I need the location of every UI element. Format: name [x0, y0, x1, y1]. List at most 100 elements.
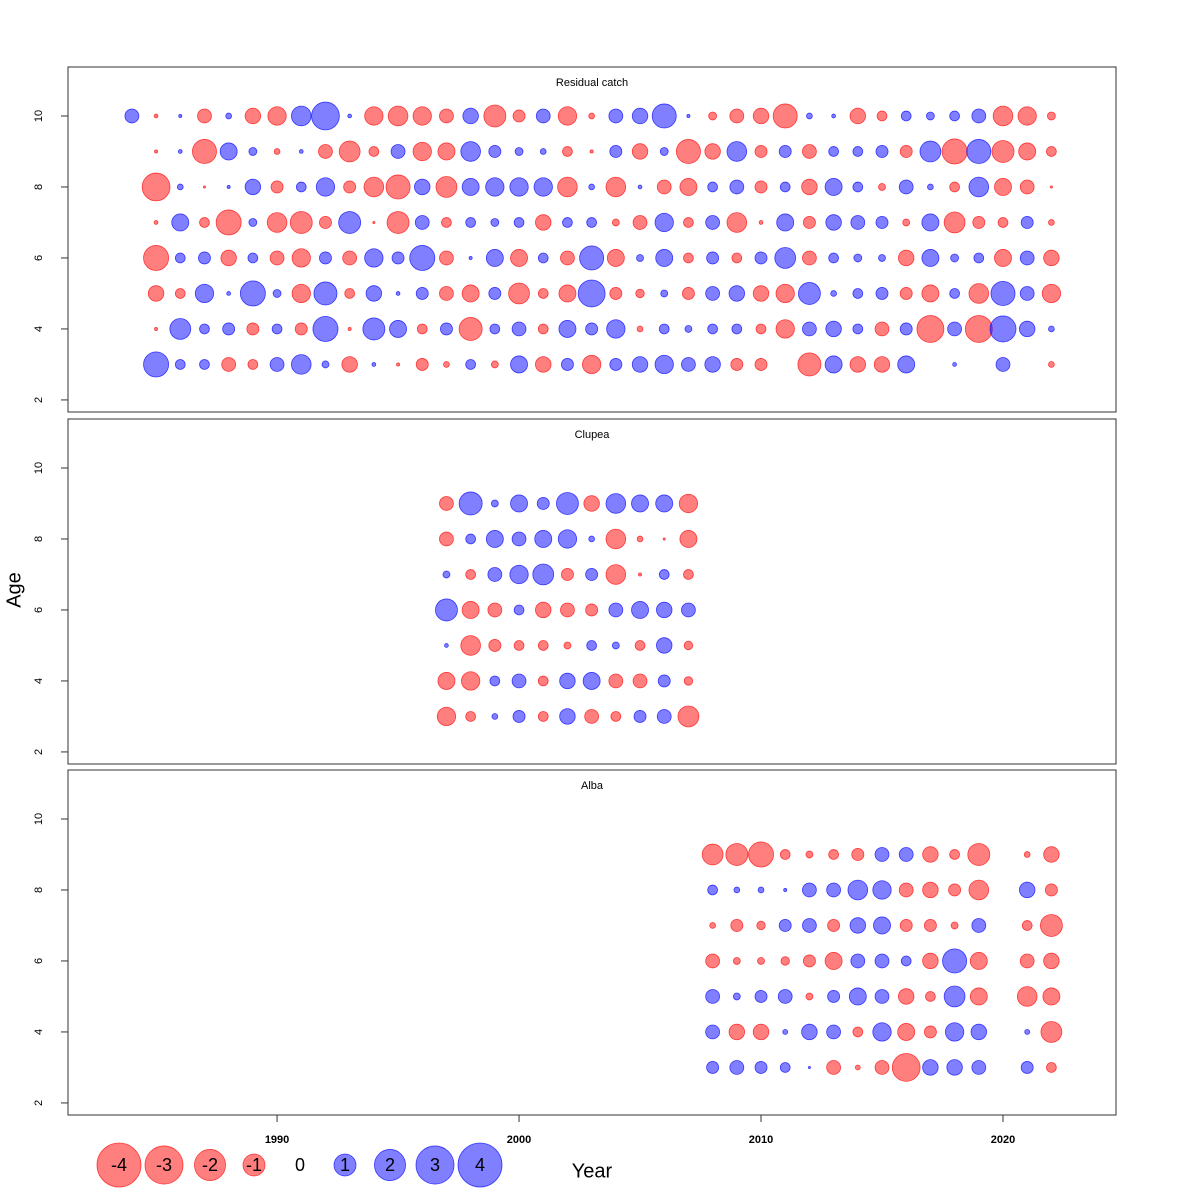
bubble [488, 145, 502, 158]
bubble [368, 146, 380, 157]
bubble [728, 1023, 746, 1041]
bubble [537, 323, 549, 335]
bubble [222, 322, 236, 336]
y-tick-label: 2 [33, 1100, 45, 1106]
bubble [364, 106, 384, 126]
bubble [511, 673, 527, 689]
bubble [827, 919, 841, 932]
bubble [944, 1022, 965, 1042]
bubble [925, 991, 936, 1002]
legend-bubble [194, 1149, 226, 1181]
bubble [802, 918, 817, 933]
bubble [490, 499, 499, 508]
bubble [902, 218, 911, 227]
bubble [705, 1024, 720, 1040]
bubble [775, 283, 795, 304]
bubble [634, 640, 646, 651]
bubble [922, 846, 939, 863]
bubble [511, 531, 527, 547]
bubble [435, 598, 458, 622]
bubble [391, 251, 405, 265]
bubble [606, 319, 626, 339]
bubble [579, 245, 605, 271]
bubble [226, 185, 231, 189]
bubble [1041, 283, 1061, 304]
legend-label: 1 [340, 1155, 350, 1175]
bubble [585, 603, 599, 617]
bubble [921, 213, 940, 232]
panel-frame [67, 418, 1117, 765]
y-axis-label: Age [3, 572, 25, 608]
bubble [1019, 953, 1035, 969]
bubble [583, 495, 600, 512]
bubble [385, 174, 411, 200]
bubble [510, 494, 528, 513]
bubble [435, 176, 458, 198]
bubble [154, 149, 159, 154]
bubble [605, 564, 627, 585]
y-tick-label: 8 [33, 184, 45, 190]
y-tick-label: 10 [33, 462, 45, 474]
y-tick-label: 8 [33, 536, 45, 542]
bubble [536, 497, 550, 510]
bubble [537, 288, 549, 299]
bubble [1016, 986, 1038, 1007]
bubble [754, 990, 768, 1003]
y-tick-label: 10 [33, 813, 45, 825]
bubble [315, 177, 336, 197]
bubble [677, 705, 700, 728]
bubble [852, 146, 864, 157]
bubble [154, 326, 159, 331]
bubble [921, 249, 940, 267]
bubble [967, 843, 991, 866]
bubble [898, 847, 914, 862]
x-tick-label: 1990 [265, 1134, 289, 1146]
bubble [416, 323, 428, 335]
bubble [970, 1023, 987, 1041]
bubble [686, 114, 691, 118]
bubble [849, 356, 866, 373]
y-tick-label: 4 [33, 678, 45, 684]
bubble [854, 1064, 861, 1071]
bubble [437, 142, 456, 161]
bubble [342, 250, 358, 266]
bubble [176, 183, 184, 191]
bubble [439, 108, 454, 124]
bubble [563, 641, 572, 650]
bubble [636, 325, 644, 333]
bubble [852, 323, 864, 335]
bubble [850, 215, 866, 230]
bubble [439, 496, 454, 511]
bubble [338, 211, 362, 234]
bubble [363, 176, 385, 198]
bubble [588, 535, 595, 543]
bubble [662, 537, 666, 541]
bubble [948, 883, 962, 897]
bubble [681, 357, 696, 372]
bubble [943, 211, 966, 234]
bubble [192, 139, 217, 164]
bubble [779, 181, 791, 193]
bubble [728, 285, 746, 302]
bubble [873, 916, 891, 935]
bubble [828, 146, 839, 157]
bubble [968, 176, 990, 198]
y-tick-label: 4 [33, 1029, 45, 1035]
bubble [802, 144, 817, 159]
bubble [215, 209, 242, 236]
bubble [852, 1026, 864, 1038]
bubble [409, 245, 436, 271]
bubble [899, 287, 913, 300]
bubble [631, 143, 649, 160]
bubble [633, 710, 647, 723]
bubble [852, 181, 864, 193]
bubble [266, 212, 288, 233]
bubble [1017, 106, 1037, 126]
bubble [124, 108, 140, 124]
panel-title: Residual catch [556, 77, 628, 89]
bubble [656, 637, 673, 654]
bubble [577, 279, 606, 308]
bubble [1020, 216, 1034, 229]
bubble [582, 672, 601, 690]
bubble [707, 181, 718, 193]
